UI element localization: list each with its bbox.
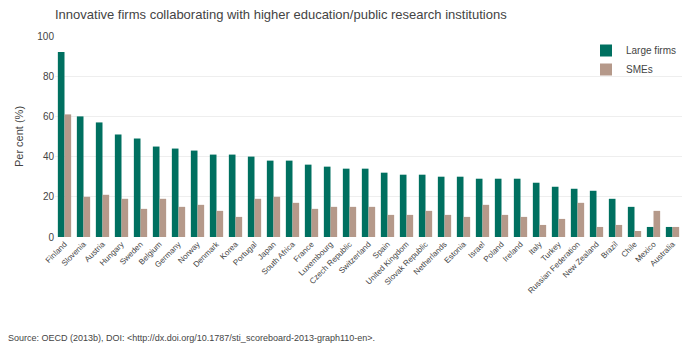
svg-text:40: 40 [43, 151, 55, 162]
svg-text:Switzerland: Switzerland [337, 240, 373, 276]
svg-text:Slovak Republic: Slovak Republic [383, 240, 430, 287]
svg-text:Belgium: Belgium [137, 240, 164, 267]
svg-text:Poland: Poland [482, 240, 506, 264]
svg-text:Hungary: Hungary [98, 240, 126, 268]
svg-text:80: 80 [43, 71, 55, 82]
svg-text:New Zealand: New Zealand [561, 240, 601, 280]
svg-text:Italy: Italy [527, 240, 544, 257]
svg-text:Portugal: Portugal [231, 240, 259, 268]
svg-text:Sweden: Sweden [118, 240, 145, 267]
svg-text:United Kingdom: United Kingdom [364, 240, 411, 287]
svg-text:Korea: Korea [218, 239, 240, 261]
svg-text:SMEs: SMEs [626, 64, 653, 75]
svg-text:Turkey: Turkey [539, 240, 562, 263]
svg-text:Israel: Israel [467, 240, 487, 260]
svg-text:Finland: Finland [44, 240, 69, 265]
svg-text:Innovative firms collaborating: Innovative firms collaborating with high… [55, 7, 507, 22]
svg-text:Source: OECD (2013b), DOI: <ht: Source: OECD (2013b), DOI: <http://dx.do… [8, 333, 375, 343]
svg-text:Norway: Norway [176, 240, 202, 266]
svg-text:Brazil: Brazil [599, 240, 620, 261]
svg-text:Large firms: Large firms [626, 45, 676, 56]
svg-text:Spain: Spain [371, 240, 392, 261]
svg-text:Japan: Japan [256, 240, 278, 262]
svg-text:Czech Republic: Czech Republic [308, 240, 354, 286]
svg-text:Per cent (%): Per cent (%) [13, 106, 25, 167]
svg-text:0: 0 [48, 232, 54, 243]
svg-text:South Africa: South Africa [260, 239, 297, 276]
svg-text:Mexico: Mexico [633, 239, 658, 264]
svg-text:Netherlands: Netherlands [412, 240, 449, 277]
svg-text:France: France [292, 239, 316, 263]
svg-text:Slovenia: Slovenia [60, 239, 88, 267]
svg-text:60: 60 [43, 111, 55, 122]
svg-text:Austria: Austria [83, 239, 107, 263]
svg-text:Ireland: Ireland [501, 240, 525, 264]
svg-text:20: 20 [43, 191, 55, 202]
svg-text:Australia: Australia [648, 239, 677, 268]
svg-text:Denmark: Denmark [191, 239, 221, 269]
svg-text:Germany: Germany [153, 240, 183, 270]
svg-text:100: 100 [37, 31, 54, 42]
svg-text:Russian Federation: Russian Federation [526, 240, 581, 295]
svg-text:Estonia: Estonia [443, 239, 469, 265]
svg-text:Chile: Chile [619, 239, 639, 259]
svg-text:Luxembourg: Luxembourg [297, 240, 335, 278]
